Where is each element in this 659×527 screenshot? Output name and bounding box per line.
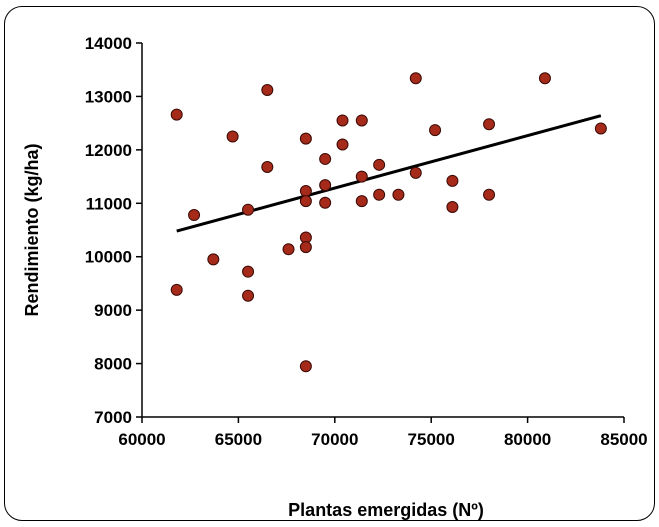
data-point	[261, 160, 274, 173]
y-tick-labels: 7000 8000 9000 10000 11000 12000 13000 14000	[85, 34, 132, 427]
data-point	[226, 130, 239, 143]
data-point	[242, 289, 255, 302]
data-point	[538, 72, 551, 85]
data-point	[242, 265, 255, 278]
y-tick-label: 13000	[85, 87, 132, 106]
data-point	[336, 138, 349, 151]
data-point	[299, 184, 312, 197]
data-point	[282, 243, 295, 256]
data-point	[409, 166, 422, 179]
y-tick-label: 7000	[94, 408, 132, 427]
data-point	[319, 152, 332, 165]
data-point	[261, 84, 274, 97]
x-tick-label: 85000	[600, 430, 647, 449]
trendline-group	[176, 114, 602, 233]
data-point	[409, 72, 422, 85]
x-tick-labels: 60000 65000 70000 75000 80000 85000	[118, 430, 647, 449]
data-point	[207, 253, 220, 266]
data-point	[373, 158, 386, 171]
data-point	[483, 188, 496, 201]
data-point	[392, 188, 405, 201]
y-tick-label: 8000	[94, 355, 132, 374]
y-tick-label: 10000	[85, 248, 132, 267]
axes	[136, 42, 625, 423]
data-point	[299, 360, 312, 373]
y-tick-label: 9000	[94, 301, 132, 320]
data-point	[170, 283, 183, 296]
x-tick-label: 80000	[504, 430, 551, 449]
data-point	[242, 203, 255, 216]
data-point	[446, 174, 459, 187]
data-point	[429, 124, 442, 137]
x-axis-title: Plantas emergidas (Nº)	[288, 500, 484, 520]
data-point	[373, 188, 386, 201]
data-point	[319, 196, 332, 209]
data-point	[355, 114, 368, 127]
data-point	[355, 170, 368, 183]
chart-frame	[4, 6, 655, 521]
data-point	[299, 241, 312, 254]
x-tick-label: 60000	[118, 430, 165, 449]
y-tick-label: 12000	[85, 141, 132, 160]
y-axis-title: Rendimiento (kg/ha)	[22, 143, 42, 316]
data-point	[483, 118, 496, 131]
data-point	[299, 195, 312, 208]
x-tick-label: 75000	[408, 430, 455, 449]
data-point	[170, 108, 183, 121]
data-point	[355, 195, 368, 208]
data-point	[336, 114, 349, 127]
data-point	[319, 179, 332, 192]
data-point	[299, 132, 312, 145]
data-point	[594, 122, 607, 135]
y-tick-label: 11000	[86, 194, 132, 213]
x-tick-label: 70000	[311, 430, 358, 449]
data-point	[446, 201, 459, 214]
data-point	[188, 209, 201, 222]
data-points	[170, 72, 607, 373]
y-tick-label: 14000	[85, 34, 132, 53]
x-tick-label: 65000	[215, 430, 262, 449]
trendline	[176, 114, 602, 233]
